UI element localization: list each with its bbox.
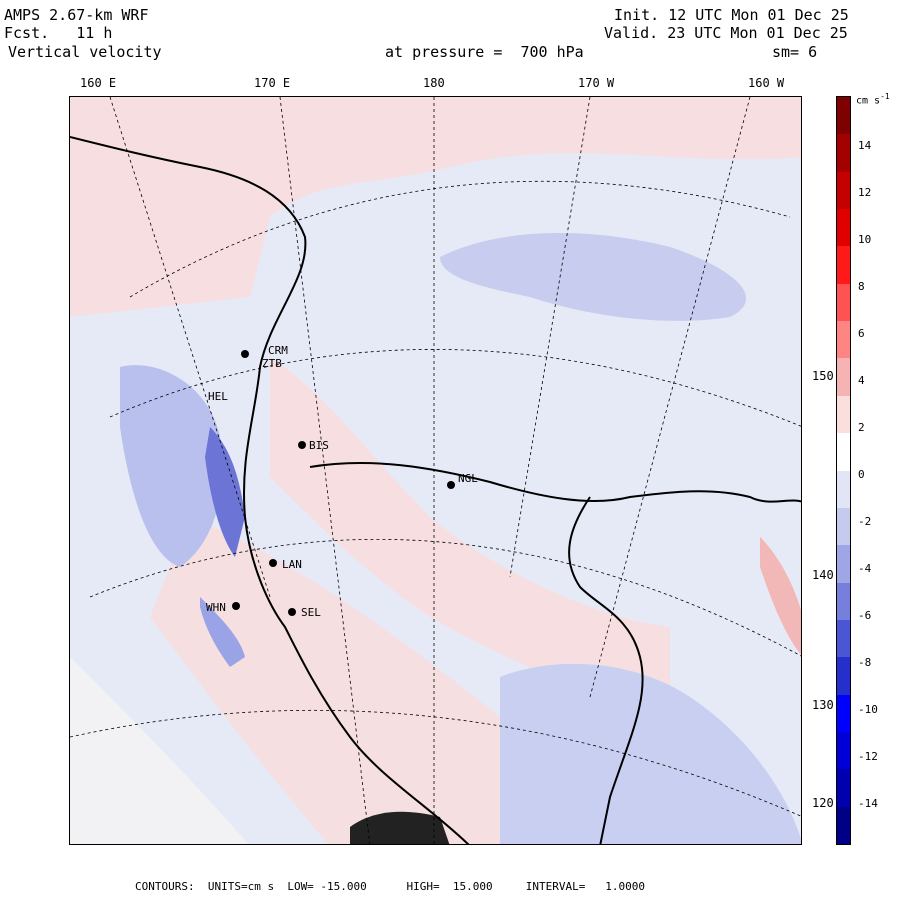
colorbar-segment xyxy=(837,582,850,621)
station-marker-crm xyxy=(241,350,249,358)
pressure-level: at pressure = 700 hPa xyxy=(385,43,584,61)
colorbar-segment xyxy=(837,433,850,471)
colorbar-segment xyxy=(837,171,850,210)
station-marker-whn xyxy=(232,602,240,610)
velocity-field-map xyxy=(70,97,801,844)
colorbar-segment xyxy=(837,507,850,546)
colorbar-segment xyxy=(837,470,850,509)
station-label-ztb: ZTB xyxy=(262,357,282,370)
colorbar-segment xyxy=(837,395,850,434)
colorbar-segment xyxy=(837,769,850,808)
colorbar-segment xyxy=(837,97,850,135)
station-label-ngl: NGL xyxy=(458,472,478,485)
station-label-hel: HEL xyxy=(208,390,228,403)
colorbar-segment xyxy=(837,134,850,173)
station-marker-bis xyxy=(298,441,306,449)
field-name: Vertical velocity xyxy=(8,43,162,61)
forecast-hour: Fcst. 11 h xyxy=(4,24,113,42)
station-label-crm: CRM xyxy=(268,344,288,357)
colorbar-segment xyxy=(837,283,850,322)
colorbar xyxy=(836,96,851,845)
colorbar-tick-label: 14 xyxy=(858,139,872,152)
colorbar-tick-label: -2 xyxy=(858,515,872,528)
colorbar-unit: cm s-1 xyxy=(856,92,890,107)
valid-time: Valid. 23 UTC Mon 01 Dec 25 xyxy=(604,24,848,42)
colorbar-segment xyxy=(837,545,850,584)
colorbar-segment xyxy=(837,731,850,770)
station-marker-lan xyxy=(269,559,277,567)
smoothing: sm= 6 xyxy=(772,43,818,61)
lon-label-160e: 160 E xyxy=(80,76,117,90)
station-label-lan: LAN xyxy=(282,558,302,571)
colorbar-tick-label: -8 xyxy=(858,656,872,669)
colorbar-segment xyxy=(837,694,850,733)
lon-label-180: 180 xyxy=(423,76,445,90)
colorbar-segment xyxy=(837,321,850,359)
model-title: AMPS 2.67-km WRF xyxy=(4,6,149,24)
contour-info: CONTOURS: UNITS=cm s LOW= -15.000 HIGH= … xyxy=(135,880,645,893)
colorbar-segment xyxy=(837,806,850,845)
colorbar-segment xyxy=(837,619,850,658)
station-marker-ngl xyxy=(447,481,455,489)
colorbar-segment xyxy=(837,358,850,397)
colorbar-tick-label: 8 xyxy=(858,280,865,293)
station-label-sel: SEL xyxy=(301,606,321,619)
colorbar-tick-label: 12 xyxy=(858,186,872,199)
colorbar-tick-label: 0 xyxy=(858,468,865,481)
colorbar-tick-label: -10 xyxy=(858,703,878,716)
colorbar-tick-label: -4 xyxy=(858,562,872,575)
station-marker-sel xyxy=(288,608,296,616)
station-label-bis: BIS xyxy=(309,439,329,452)
colorbar-tick-label: -12 xyxy=(858,750,878,763)
colorbar-segment xyxy=(837,657,850,696)
colorbar-segment xyxy=(837,209,850,247)
station-label-whn: WHN xyxy=(206,601,226,614)
colorbar-tick-label: -14 xyxy=(858,797,878,810)
init-time: Init. 12 UTC Mon 01 Dec 25 xyxy=(614,6,849,24)
lon-label-160w: 160 W xyxy=(748,76,785,90)
lon-label-170e: 170 E xyxy=(254,76,291,90)
colorbar-segment xyxy=(837,246,850,285)
colorbar-tick-label: -6 xyxy=(858,609,872,622)
lon-label-170w: 170 W xyxy=(578,76,615,90)
colorbar-tick-label: 6 xyxy=(858,327,865,340)
colorbar-tick-label: 10 xyxy=(858,233,872,246)
colorbar-tick-label: 2 xyxy=(858,421,865,434)
map-panel xyxy=(69,96,802,845)
colorbar-tick-label: 4 xyxy=(858,374,865,387)
